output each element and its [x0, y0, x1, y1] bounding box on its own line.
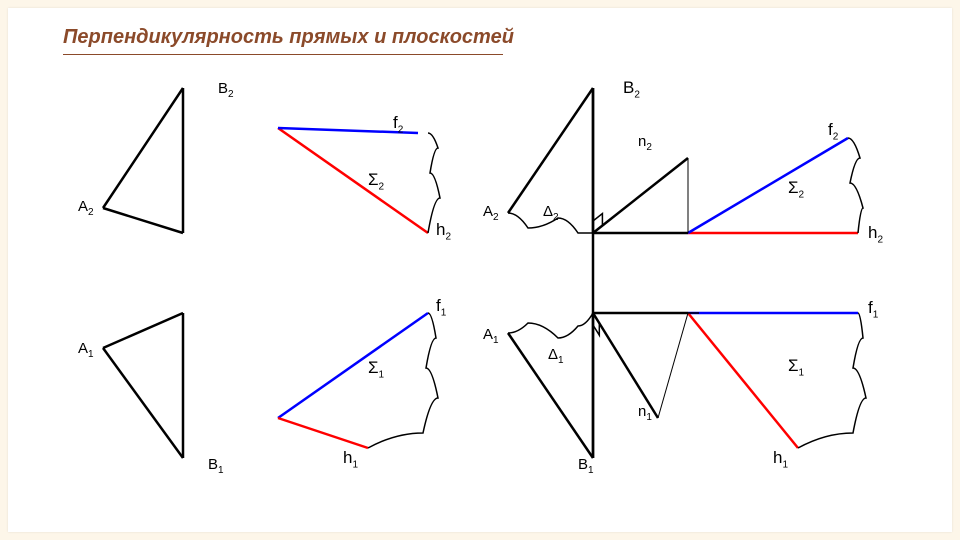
page-title: Перпендикулярность прямых и плоскостей	[63, 26, 514, 49]
title-underline	[63, 54, 503, 55]
label-A2b: A2	[483, 203, 499, 223]
label-D2b: Δ2	[543, 203, 559, 223]
diagram-svg	[68, 78, 898, 478]
label-f2a: f2	[393, 113, 403, 135]
label-h2a: h2	[436, 220, 451, 242]
label-B1a: B1	[208, 456, 224, 476]
label-f2b: f2	[828, 120, 838, 142]
label-f1a: f1	[436, 296, 446, 318]
label-S1a: Σ1	[368, 358, 384, 380]
label-h1b: h1	[773, 448, 788, 470]
label-h2b: h2	[868, 223, 883, 245]
label-A2a: A2	[78, 198, 94, 218]
label-S2a: Σ2	[368, 170, 384, 192]
label-n2b: n2	[638, 133, 652, 153]
label-D1b: Δ1	[548, 346, 564, 366]
label-B2b: B2	[623, 78, 640, 100]
slide-container: Перпендикулярность прямых и плоскостей B…	[8, 8, 952, 532]
label-S1b: Σ1	[788, 356, 804, 378]
label-h1a: h1	[343, 448, 358, 470]
diagram-area: B2 A2 A1 B1 f2 Σ2 h2 f1 Σ1 h1 B2 A2 Δ2 n…	[68, 78, 898, 478]
label-A1b: A1	[483, 326, 499, 346]
label-S2b: Σ2	[788, 178, 804, 200]
label-A1a: A1	[78, 340, 94, 360]
label-B1b: B1	[578, 456, 594, 476]
label-f1b: f1	[868, 298, 878, 320]
label-B2a: B2	[218, 80, 234, 100]
label-n1b: n1	[638, 403, 652, 423]
